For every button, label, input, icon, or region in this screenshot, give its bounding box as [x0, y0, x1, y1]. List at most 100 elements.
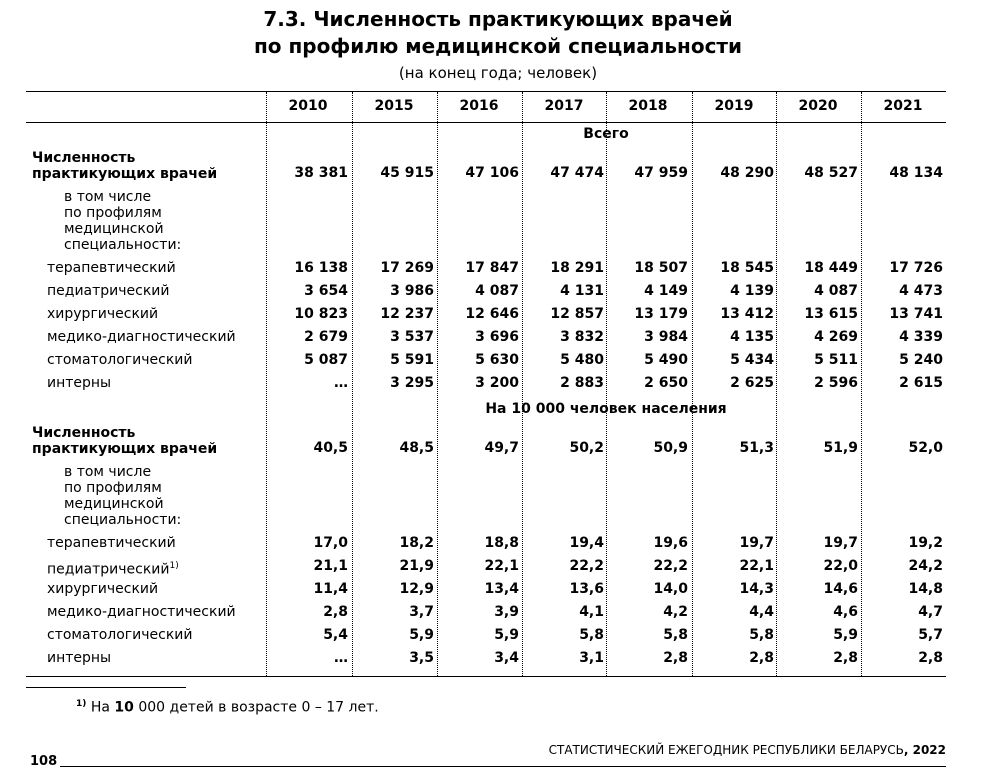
value-cell: 19,2	[908, 535, 943, 551]
value-cell: 5 490	[644, 352, 688, 368]
breakdown-heading-line: в том числе	[64, 189, 152, 205]
value-cell: 17 269	[380, 260, 434, 276]
column-divider	[776, 92, 777, 676]
total-value-cell: 51,9	[823, 440, 858, 456]
year-header-cell: 2010	[288, 98, 328, 114]
value-cell: 4,7	[918, 604, 943, 620]
value-cell: 22,2	[569, 558, 604, 574]
value-cell: 13,4	[484, 581, 519, 597]
value-cell: 13 179	[634, 306, 688, 322]
value-cell: 4,6	[833, 604, 858, 620]
value-cell: 2,8	[749, 650, 774, 666]
row-label-text: стоматологический	[47, 627, 193, 643]
table-title-line2: по профилю медицинской специальности	[253, 34, 743, 58]
value-cell: 18 449	[804, 260, 858, 276]
value-cell: 13 741	[889, 306, 943, 322]
value-cell: 5 511	[814, 352, 858, 368]
footnote-marker: 1)	[76, 699, 87, 709]
value-cell: 2 679	[304, 329, 348, 345]
row-label: интерны	[47, 375, 111, 391]
value-cell: 2,8	[663, 650, 688, 666]
total-value-cell: 38 381	[294, 165, 348, 181]
breakdown-heading-line: специальности:	[64, 237, 182, 253]
value-cell: 17 726	[889, 260, 943, 276]
row-label-text: хирургический	[47, 306, 159, 322]
row-label: стоматологический	[47, 352, 192, 368]
value-cell: 10 823	[294, 306, 348, 322]
total-label-line1: Численность	[32, 425, 136, 441]
value-cell: 4,2	[663, 604, 688, 620]
total-label-line2: практикующих врачей	[32, 166, 218, 182]
value-cell: 5,9	[494, 627, 519, 643]
value-cell: 4 269	[814, 329, 858, 345]
value-cell: 5,9	[833, 627, 858, 643]
value-cell: 18 545	[720, 260, 774, 276]
value-cell: 3,9	[494, 604, 519, 620]
row-label-text: терапевтический	[47, 535, 176, 551]
section-title: На 10 000 человек населения	[485, 401, 727, 417]
value-cell: 14,3	[739, 581, 774, 597]
value-cell: 2 596	[814, 375, 858, 391]
publication-name: СТАТИСТИЧЕСКИЙ ЕЖЕГОДНИК РЕСПУБЛИКИ БЕЛА…	[548, 743, 904, 757]
row-label: хирургический	[47, 306, 158, 322]
total-value-cell: 47 106	[465, 165, 519, 181]
row-label: медико-диагностический	[47, 329, 236, 345]
value-cell: 2,8	[918, 650, 943, 666]
column-divider	[692, 92, 693, 676]
value-cell: 4 339	[899, 329, 943, 345]
total-label-line2: практикующих врачей	[32, 441, 218, 457]
value-cell: 2 625	[730, 375, 774, 391]
row-label: педиатрический1)	[47, 558, 179, 578]
breakdown-heading-line: по профилям	[64, 205, 162, 221]
row-label: терапевтический	[47, 260, 176, 276]
column-divider	[606, 92, 607, 676]
footnote: 1) На 10 000 детей в возрасте 0 – 17 лет…	[76, 699, 379, 716]
row-label-text: медико-диагностический	[47, 329, 236, 345]
value-cell: 21,1	[313, 558, 348, 574]
value-cell: 14,0	[653, 581, 688, 597]
publication-year: , 2022	[903, 743, 946, 757]
value-cell: 19,7	[823, 535, 858, 551]
footnote-rule	[26, 687, 186, 688]
value-cell: 19,4	[569, 535, 604, 551]
header-bottom-rule	[26, 122, 946, 123]
value-cell: 3 986	[390, 283, 434, 299]
row-label-text: педиатрический	[47, 283, 170, 299]
row-label-text: интерны	[47, 650, 112, 666]
table-subtitle: (на конец года; человек)	[398, 64, 598, 82]
total-value-cell: 52,0	[908, 440, 943, 456]
value-cell: 13,6	[569, 581, 604, 597]
row-label: педиатрический	[47, 283, 170, 299]
row-label-text: терапевтический	[47, 260, 176, 276]
value-cell: 2 615	[899, 375, 943, 391]
breakdown-heading-line: медицинской	[64, 221, 164, 237]
value-cell: 3,4	[494, 650, 519, 666]
value-cell: 5,8	[749, 627, 774, 643]
year-header-cell: 2021	[883, 98, 923, 114]
value-cell: 14,6	[823, 581, 858, 597]
page-footer: СТАТИСТИЧЕСКИЙ ЕЖЕГОДНИК РЕСПУБЛИКИ БЕЛА…	[549, 743, 946, 757]
value-cell: 22,1	[739, 558, 774, 574]
total-value-cell: 48 134	[889, 165, 943, 181]
breakdown-heading-line: специальности:	[64, 512, 182, 528]
total-value-cell: 48,5	[399, 440, 434, 456]
row-label: стоматологический	[47, 627, 192, 643]
value-cell: 18 291	[550, 260, 604, 276]
value-cell: 19,6	[653, 535, 688, 551]
value-cell: 13 412	[720, 306, 774, 322]
value-cell: 5,9	[409, 627, 434, 643]
row-label-text: стоматологический	[47, 352, 193, 368]
breakdown-heading-line: в том числе	[64, 464, 152, 480]
footnote-number: 10	[114, 699, 134, 716]
value-cell: 19,7	[739, 535, 774, 551]
value-cell: …	[334, 375, 348, 391]
value-cell: 4 087	[475, 283, 519, 299]
breakdown-heading-line: медицинской	[64, 496, 164, 512]
total-value-cell: 51,3	[739, 440, 774, 456]
value-cell: 5,4	[323, 627, 348, 643]
value-cell: 3 984	[644, 329, 688, 345]
total-value-cell: 48 290	[720, 165, 774, 181]
row-label: интерны	[47, 650, 111, 666]
year-header-cell: 2020	[798, 98, 838, 114]
value-cell: 5 630	[475, 352, 519, 368]
